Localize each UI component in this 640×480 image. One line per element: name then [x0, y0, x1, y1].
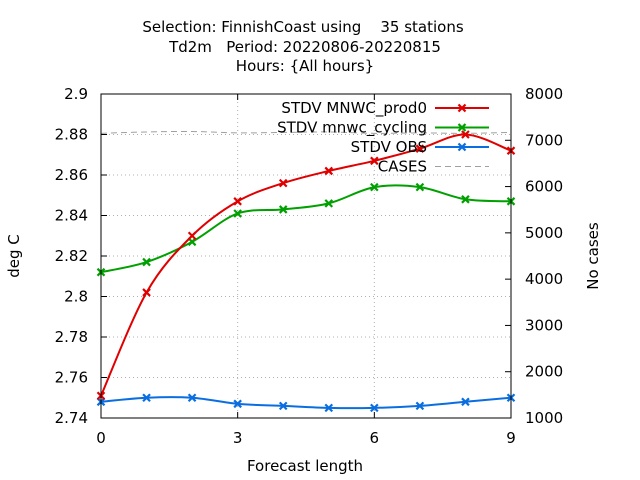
- chart-title: Selection: FinnishCoast using 35 station…: [142, 18, 464, 75]
- title-line-2: Td2m Period: 20220806-20220815: [168, 38, 441, 56]
- x-axis-label: Forecast length: [247, 457, 363, 475]
- y-tick-label: 2.8: [64, 288, 88, 306]
- series-line: [100, 133, 512, 397]
- data-point: [278, 205, 288, 214]
- plot-frame: [100, 93, 512, 419]
- series-line: [100, 184, 512, 274]
- y2-tick-label: 3000: [525, 316, 563, 334]
- series-layer: [96, 130, 516, 413]
- data-point: [142, 257, 151, 267]
- data-point: [233, 399, 242, 409]
- y2-tick-label: 8000: [525, 85, 563, 103]
- data-point: [461, 195, 470, 204]
- grid: [101, 94, 511, 418]
- data-point: [415, 401, 425, 411]
- y2-tick-label: 4000: [525, 270, 563, 288]
- y-tick-label: 2.76: [55, 369, 88, 387]
- x-tick-label: 9: [506, 429, 516, 447]
- legend-label: STDV OBS: [351, 138, 427, 156]
- data-point: [278, 178, 288, 188]
- data-point: [370, 182, 379, 192]
- data-point: [457, 123, 467, 132]
- y2-axis-label: No cases: [584, 222, 602, 290]
- data-point: [370, 403, 379, 413]
- data-point: [278, 401, 288, 411]
- legend-label: STDV MNWC_prod0: [281, 99, 427, 118]
- data-point: [461, 397, 470, 407]
- y-tick-label: 2.84: [55, 207, 88, 225]
- data-point: [324, 166, 334, 176]
- y-axis-label: deg C: [5, 234, 23, 278]
- legend-label: STDV mnwc_cycling: [277, 119, 427, 138]
- data-point: [324, 403, 334, 413]
- series-line: [100, 396, 512, 410]
- series-line: [100, 130, 512, 134]
- x-tick-label: 0: [96, 429, 106, 447]
- x-tick-label: 6: [370, 429, 380, 447]
- y2-tick-label: 2000: [525, 363, 563, 381]
- axis-ticks: 2.74 2.76 2.78 2.8 2.82 2.84 2.86 2.88 2.9 1000 20…: [55, 85, 564, 447]
- y2-tick-label: 1000: [525, 409, 563, 427]
- y-tick-label: 2.74: [55, 409, 88, 427]
- data-point: [457, 142, 467, 152]
- data-point: [324, 199, 334, 208]
- y-tick-label: 2.82: [55, 247, 88, 265]
- title-line-3: Hours: {All hours}: [236, 57, 374, 75]
- data-point: [142, 393, 151, 403]
- y-tick-label: 2.86: [55, 166, 88, 184]
- data-point: [461, 130, 470, 139]
- y2-tick-label: 6000: [525, 178, 563, 196]
- y-tick-label: 2.88: [55, 126, 88, 144]
- title-line-1: Selection: FinnishCoast using 35 station…: [142, 18, 464, 36]
- y2-tick-label: 5000: [525, 224, 563, 242]
- x-tick-label: 3: [233, 429, 243, 447]
- data-point: [457, 103, 467, 113]
- data-point: [187, 393, 197, 403]
- y-tick-label: 2.9: [64, 85, 88, 103]
- data-point: [415, 144, 425, 153]
- data-point: [142, 288, 151, 297]
- legend-label: CASES: [378, 158, 427, 176]
- data-point: [233, 197, 242, 206]
- data-point: [370, 156, 379, 166]
- data-point: [415, 182, 425, 192]
- data-point: [233, 209, 242, 218]
- y2-tick-label: 7000: [525, 131, 563, 149]
- y-tick-label: 2.78: [55, 328, 88, 346]
- data-point: [187, 231, 197, 241]
